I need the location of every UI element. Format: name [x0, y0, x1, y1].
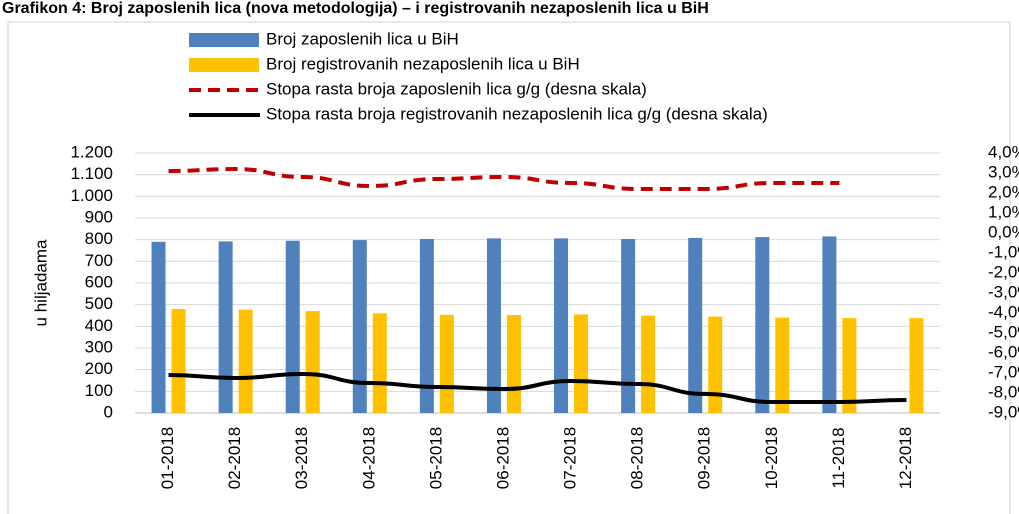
chart-frame [7, 21, 1011, 514]
y2-tick-label: 1,0% [988, 202, 1019, 221]
bar [775, 317, 790, 413]
y-axis-label: u hiljadama [31, 239, 50, 326]
legend-swatch [189, 33, 259, 47]
y-tick-label: 500 [85, 294, 113, 313]
line-series [168, 371, 907, 405]
bar [574, 314, 589, 413]
line-series [168, 166, 840, 192]
bar [909, 318, 924, 413]
bar [218, 241, 233, 413]
y2-tick-label: -4,0% [988, 302, 1019, 321]
bar [372, 313, 387, 413]
x-tick-label: 06-2018 [493, 427, 512, 489]
bar [439, 314, 454, 413]
bar [151, 241, 166, 413]
x-tick-label: 09-2018 [695, 427, 714, 489]
bar [305, 311, 320, 413]
bar [506, 315, 521, 413]
bar [238, 309, 253, 413]
legend-swatch [189, 58, 259, 72]
x-tick-label: 12-2018 [896, 427, 915, 489]
y2-tick-label: 0,0% [988, 222, 1019, 241]
bar [486, 238, 501, 413]
legend-label: Stopa rasta broja registrovanih nezaposl… [266, 104, 768, 123]
legend-label: Broj registrovanih nezaposlenih lica u B… [266, 54, 580, 73]
y-tick-label: 1.200 [70, 142, 113, 161]
y-tick-label: 200 [85, 359, 113, 378]
y2-tick-label: 2,0% [988, 182, 1019, 201]
y2-tick-label: -7,0% [988, 362, 1019, 381]
y-tick-label: 900 [85, 207, 113, 226]
y2-tick-label: -8,0% [988, 382, 1019, 401]
y2-tick-label: -2,0% [988, 262, 1019, 281]
y-tick-label: 600 [85, 272, 113, 291]
bar [554, 238, 569, 413]
x-tick-label: 04-2018 [359, 427, 378, 489]
bar [842, 318, 857, 413]
chart-title: Grafikon 4: Broj zaposlenih lica (nova m… [2, 0, 709, 17]
y-tick-label: 800 [85, 229, 113, 248]
bar [621, 239, 636, 413]
bar [641, 315, 656, 413]
y2-tick-label: -3,0% [988, 282, 1019, 301]
x-tick-label: 01-2018 [158, 427, 177, 489]
y-tick-label: 1.100 [70, 164, 113, 183]
y-tick-label: 300 [85, 337, 113, 356]
y-tick-label: 100 [85, 381, 113, 400]
bar [352, 240, 367, 413]
bar [708, 316, 723, 413]
y2-tick-label: 3,0% [988, 162, 1019, 181]
bar [822, 236, 837, 413]
y-tick-label: 1.000 [70, 186, 113, 205]
x-tick-label: 08-2018 [628, 427, 647, 489]
bar [171, 309, 186, 413]
legend-label: Stopa rasta broja zaposlenih lica g/g (d… [266, 79, 647, 98]
y2-tick-label: -9,0% [988, 402, 1019, 421]
x-tick-label: 10-2018 [762, 427, 781, 489]
x-tick-label: 07-2018 [561, 427, 580, 489]
x-tick-label: 03-2018 [292, 427, 311, 489]
y2-tick-label: -6,0% [988, 342, 1019, 361]
x-tick-label: 05-2018 [426, 427, 445, 489]
bar [688, 237, 703, 413]
y2-tick-label: 4,0% [988, 142, 1019, 161]
bar [419, 239, 434, 413]
bar [755, 237, 770, 413]
y-tick-label: 400 [85, 316, 113, 335]
y2-tick-label: -5,0% [988, 322, 1019, 341]
y-tick-label: 0 [104, 402, 113, 421]
x-tick-label: 11-2018 [829, 427, 848, 488]
x-tick-label: 02-2018 [225, 427, 244, 489]
y-tick-label: 700 [85, 251, 113, 270]
y2-tick-label: -1,0% [988, 242, 1019, 261]
bar [285, 240, 300, 413]
legend-label: Broj zaposlenih lica u BiH [266, 29, 459, 48]
